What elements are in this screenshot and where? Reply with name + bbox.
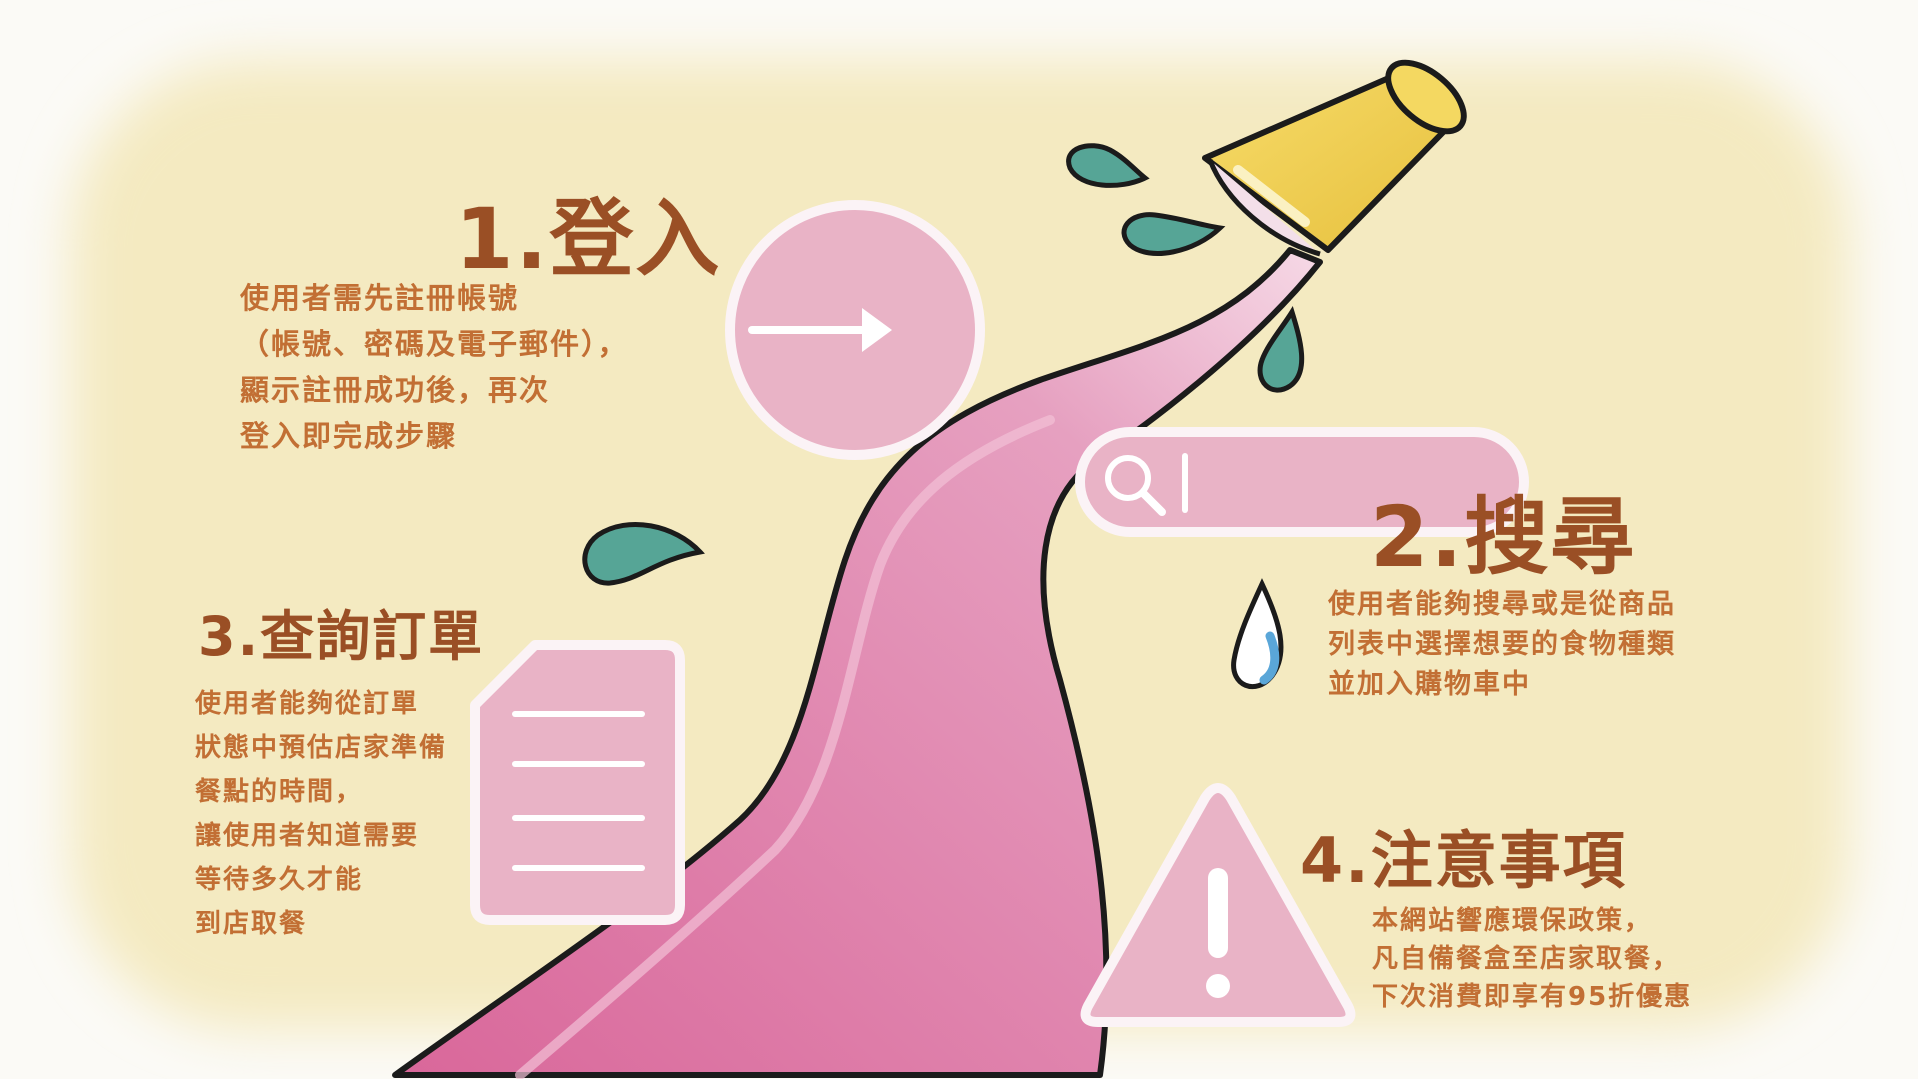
search-bar-graphic xyxy=(1075,427,1529,537)
step-3-title: 3.查詢訂單 xyxy=(198,605,485,668)
cup-icon xyxy=(1202,59,1467,257)
login-step-icon xyxy=(725,200,985,460)
step-2-line: 使用者能夠搜尋或是從商品 xyxy=(1328,589,1676,620)
step-1-description: 使用者需先註冊帳號 （帳號、密碼及電子郵件）， 顯示註冊成功後，再次 登入即完成… xyxy=(240,275,629,459)
warning-icon xyxy=(1080,783,1356,1027)
step-1-title: 1.登入 xyxy=(455,190,722,288)
step-3-description: 使用者能夠從訂單 狀態中預估店家準備 餐點的時間， 讓使用者知道需要 等待多久才… xyxy=(195,682,447,946)
search-icon xyxy=(1105,455,1166,516)
step-3-line: 到店取餐 xyxy=(195,909,308,939)
step-3-line: 餐點的時間， xyxy=(195,777,364,807)
step-3-line: 等待多久才能 xyxy=(195,865,364,895)
step-3-line: 狀態中預估店家準備 xyxy=(195,733,448,763)
step-2-line: 列表中選擇想要的食物種類 xyxy=(1328,629,1676,660)
step-4-line: 本網站響應環保政策， xyxy=(1372,906,1653,936)
step-4-line: 下次消費即享有95折優惠 xyxy=(1372,982,1693,1012)
step-4-description: 本網站響應環保政策， 凡自備餐盒至店家取餐， 下次消費即享有95折優惠 xyxy=(1372,902,1692,1016)
step-3-line: 使用者能夠從訂單 xyxy=(195,689,420,719)
step-3-line: 讓使用者知道需要 xyxy=(195,821,420,851)
step-1-line: （帳號、密碼及電子郵件）， xyxy=(240,327,629,361)
step-2-line: 並加入購物車中 xyxy=(1328,669,1531,700)
arrow-right-icon xyxy=(748,308,892,352)
step-2-title: 2.搜尋 xyxy=(1370,488,1637,586)
document-icon xyxy=(470,640,685,925)
step-1-line: 登入即完成步驟 xyxy=(240,419,458,453)
step-4-line: 凡自備餐盒至店家取餐， xyxy=(1372,944,1681,974)
step-1-line: 顯示註冊成功後，再次 xyxy=(240,373,551,407)
step-1-line: 使用者需先註冊帳號 xyxy=(240,281,520,315)
teal-drops xyxy=(582,143,1305,690)
step-4-title: 4.注意事項 xyxy=(1300,824,1627,897)
step-2-description: 使用者能夠搜尋或是從商品 列表中選擇想要的食物種類 並加入購物車中 xyxy=(1328,585,1676,705)
